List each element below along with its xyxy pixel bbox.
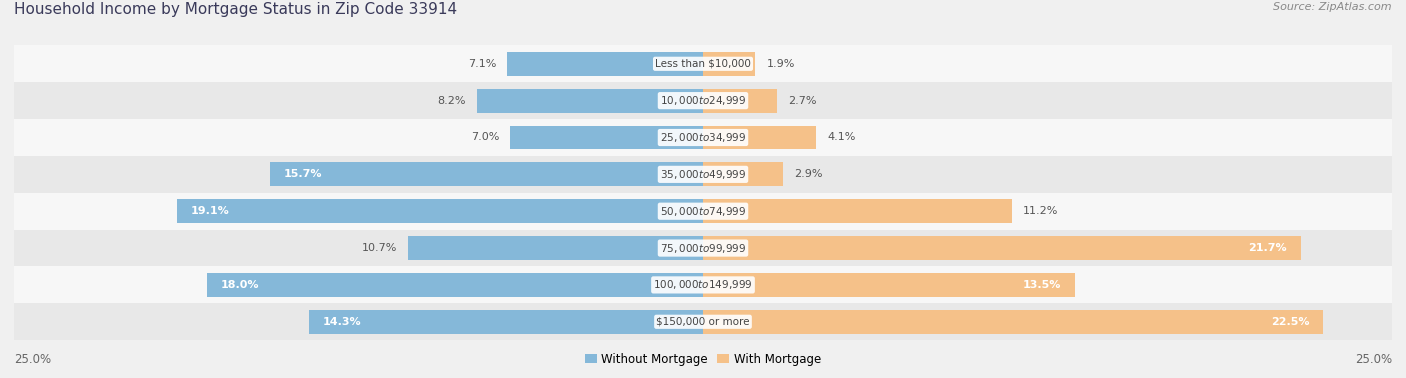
Text: 10.7%: 10.7% (361, 243, 396, 253)
Text: 7.1%: 7.1% (468, 59, 496, 69)
Text: 13.5%: 13.5% (1024, 280, 1062, 290)
Bar (703, 125, 815, 149)
Bar (14, 193, 1392, 229)
Bar (14, 303, 1392, 340)
Bar (14, 45, 1392, 82)
Bar (309, 310, 703, 334)
Bar (508, 52, 703, 76)
Text: 19.1%: 19.1% (190, 206, 229, 216)
Legend: Without Mortgage, With Mortgage: Without Mortgage, With Mortgage (581, 348, 825, 370)
Text: 7.0%: 7.0% (471, 133, 499, 143)
Text: $100,000 to $149,999: $100,000 to $149,999 (654, 279, 752, 291)
Text: 21.7%: 21.7% (1249, 243, 1288, 253)
Bar (703, 273, 1076, 297)
Bar (703, 89, 778, 113)
Text: 15.7%: 15.7% (284, 169, 322, 179)
Text: 22.5%: 22.5% (1271, 317, 1309, 327)
Bar (14, 156, 1392, 193)
Text: 18.0%: 18.0% (221, 280, 259, 290)
Text: Source: ZipAtlas.com: Source: ZipAtlas.com (1274, 2, 1392, 12)
Text: $75,000 to $99,999: $75,000 to $99,999 (659, 242, 747, 254)
Text: 2.7%: 2.7% (789, 96, 817, 105)
Text: 1.9%: 1.9% (766, 59, 794, 69)
Bar (270, 163, 703, 186)
Text: $25,000 to $34,999: $25,000 to $34,999 (659, 131, 747, 144)
Bar (207, 273, 703, 297)
Text: $10,000 to $24,999: $10,000 to $24,999 (659, 94, 747, 107)
Bar (703, 236, 1301, 260)
Bar (703, 52, 755, 76)
Text: Less than $10,000: Less than $10,000 (655, 59, 751, 69)
Text: $35,000 to $49,999: $35,000 to $49,999 (659, 168, 747, 181)
Bar (14, 82, 1392, 119)
Text: $50,000 to $74,999: $50,000 to $74,999 (659, 205, 747, 218)
Bar (703, 199, 1012, 223)
Text: 11.2%: 11.2% (1022, 206, 1059, 216)
Text: 14.3%: 14.3% (323, 317, 361, 327)
Text: 25.0%: 25.0% (1355, 353, 1392, 366)
Bar (477, 89, 703, 113)
Text: 25.0%: 25.0% (14, 353, 51, 366)
Bar (703, 163, 783, 186)
Bar (177, 199, 703, 223)
Text: 8.2%: 8.2% (437, 96, 465, 105)
Bar (408, 236, 703, 260)
Bar (14, 229, 1392, 266)
Bar (703, 310, 1323, 334)
Bar (14, 266, 1392, 303)
Text: 4.1%: 4.1% (827, 133, 855, 143)
Text: Household Income by Mortgage Status in Zip Code 33914: Household Income by Mortgage Status in Z… (14, 2, 457, 17)
Text: $150,000 or more: $150,000 or more (657, 317, 749, 327)
Bar (14, 119, 1392, 156)
Text: 2.9%: 2.9% (794, 169, 823, 179)
Bar (510, 125, 703, 149)
